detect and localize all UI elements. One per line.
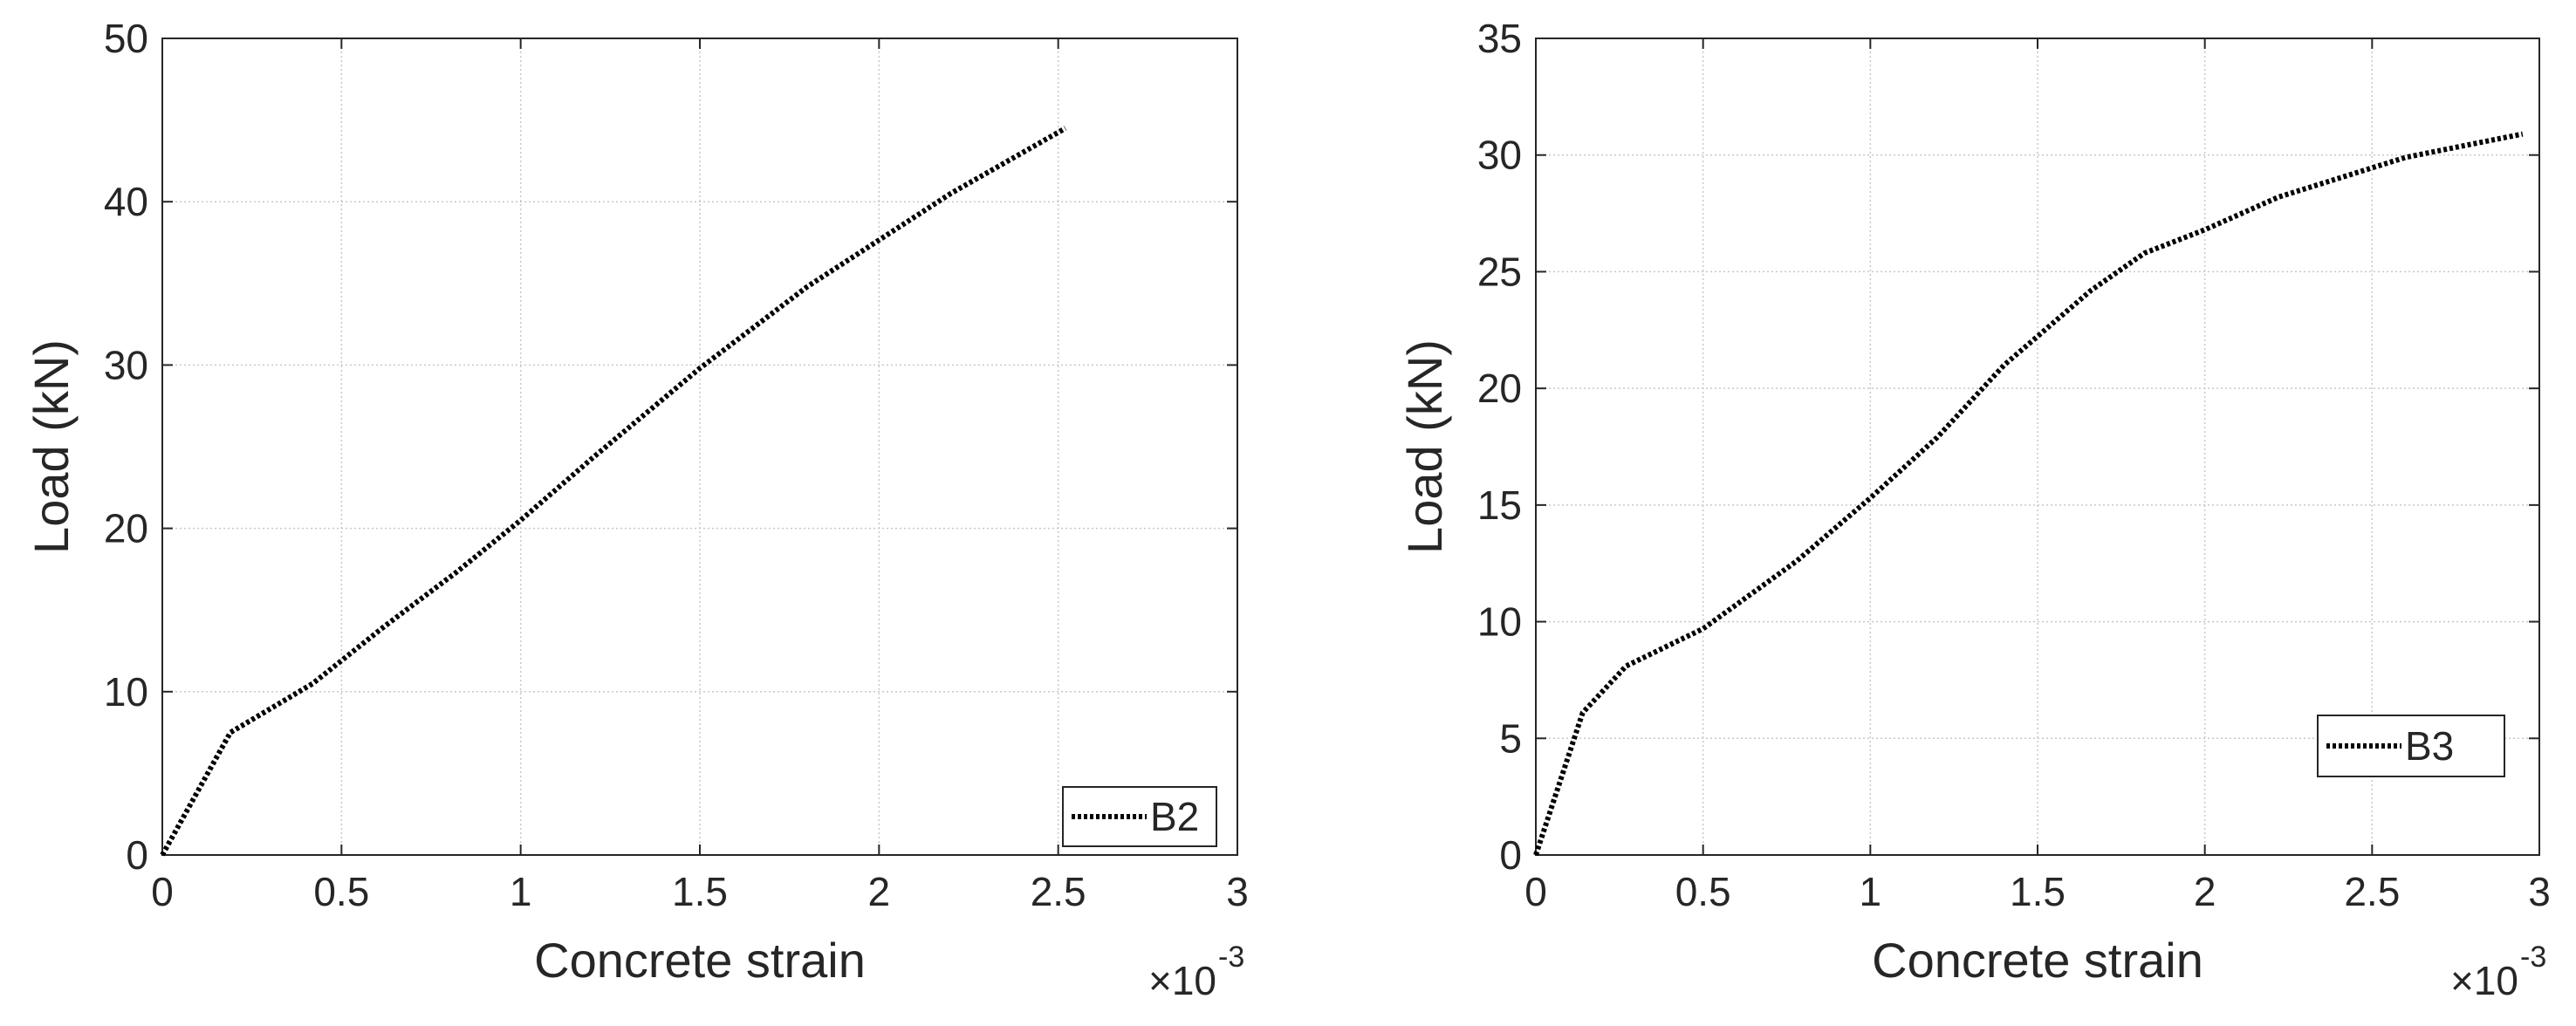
x-axis-label: Concrete strain	[534, 933, 866, 988]
x-tick-label: 1.5	[2010, 869, 2066, 914]
y-tick-label: 50	[104, 16, 148, 61]
y-tick-label: 30	[1477, 133, 1522, 178]
x-tick-label: 0	[1524, 869, 1547, 914]
x-tick-label: 0.5	[1675, 869, 1731, 914]
x-tick-label: 2.5	[2344, 869, 2400, 914]
y-tick-label: 10	[104, 669, 148, 715]
x-tick-label: 1	[510, 869, 532, 914]
x-exponent-base: ×10	[1148, 958, 1216, 1003]
x-tick-label: 3	[2528, 869, 2551, 914]
y-axis-label: Load (kN)	[1397, 339, 1452, 554]
x-tick-label: 0.5	[313, 869, 369, 914]
x-tick-label: 2	[2194, 869, 2216, 914]
x-axis-label: Concrete strain	[1872, 933, 2203, 988]
x-tick-label: 0	[151, 869, 174, 914]
series-line-b3	[1533, 131, 2524, 856]
legend: B2	[1062, 786, 1217, 847]
y-tick-label: 5	[1499, 715, 1522, 761]
x-tick-label: 1	[1860, 869, 1882, 914]
y-tick-label: 25	[1477, 249, 1522, 294]
x-tick-label: 2	[868, 869, 891, 914]
x-exponent-base: ×10	[2450, 958, 2518, 1003]
x-exponent-power: -3	[2520, 940, 2546, 974]
y-tick-label: 10	[1477, 599, 1522, 645]
x-exponent-power: -3	[1218, 940, 1244, 974]
x-tick-label: 1.5	[672, 869, 728, 914]
y-tick-label: 35	[1477, 16, 1522, 61]
legend-label: B3	[2405, 723, 2454, 769]
y-tick-label: 30	[104, 342, 148, 387]
series-line-b2	[160, 126, 1067, 857]
y-tick-label: 15	[1477, 482, 1522, 528]
legend: B3	[2317, 715, 2505, 777]
y-tick-label: 40	[104, 179, 148, 224]
y-tick-label: 20	[104, 506, 148, 551]
x-tick-label: 2.5	[1031, 869, 1086, 914]
y-tick-label: 0	[126, 832, 148, 878]
x-tick-label: 3	[1226, 869, 1249, 914]
y-axis-label: Load (kN)	[24, 339, 79, 554]
legend-label: B2	[1150, 794, 1199, 839]
y-tick-label: 0	[1499, 832, 1522, 878]
legend-box	[2317, 715, 2505, 777]
y-tick-label: 20	[1477, 366, 1522, 411]
